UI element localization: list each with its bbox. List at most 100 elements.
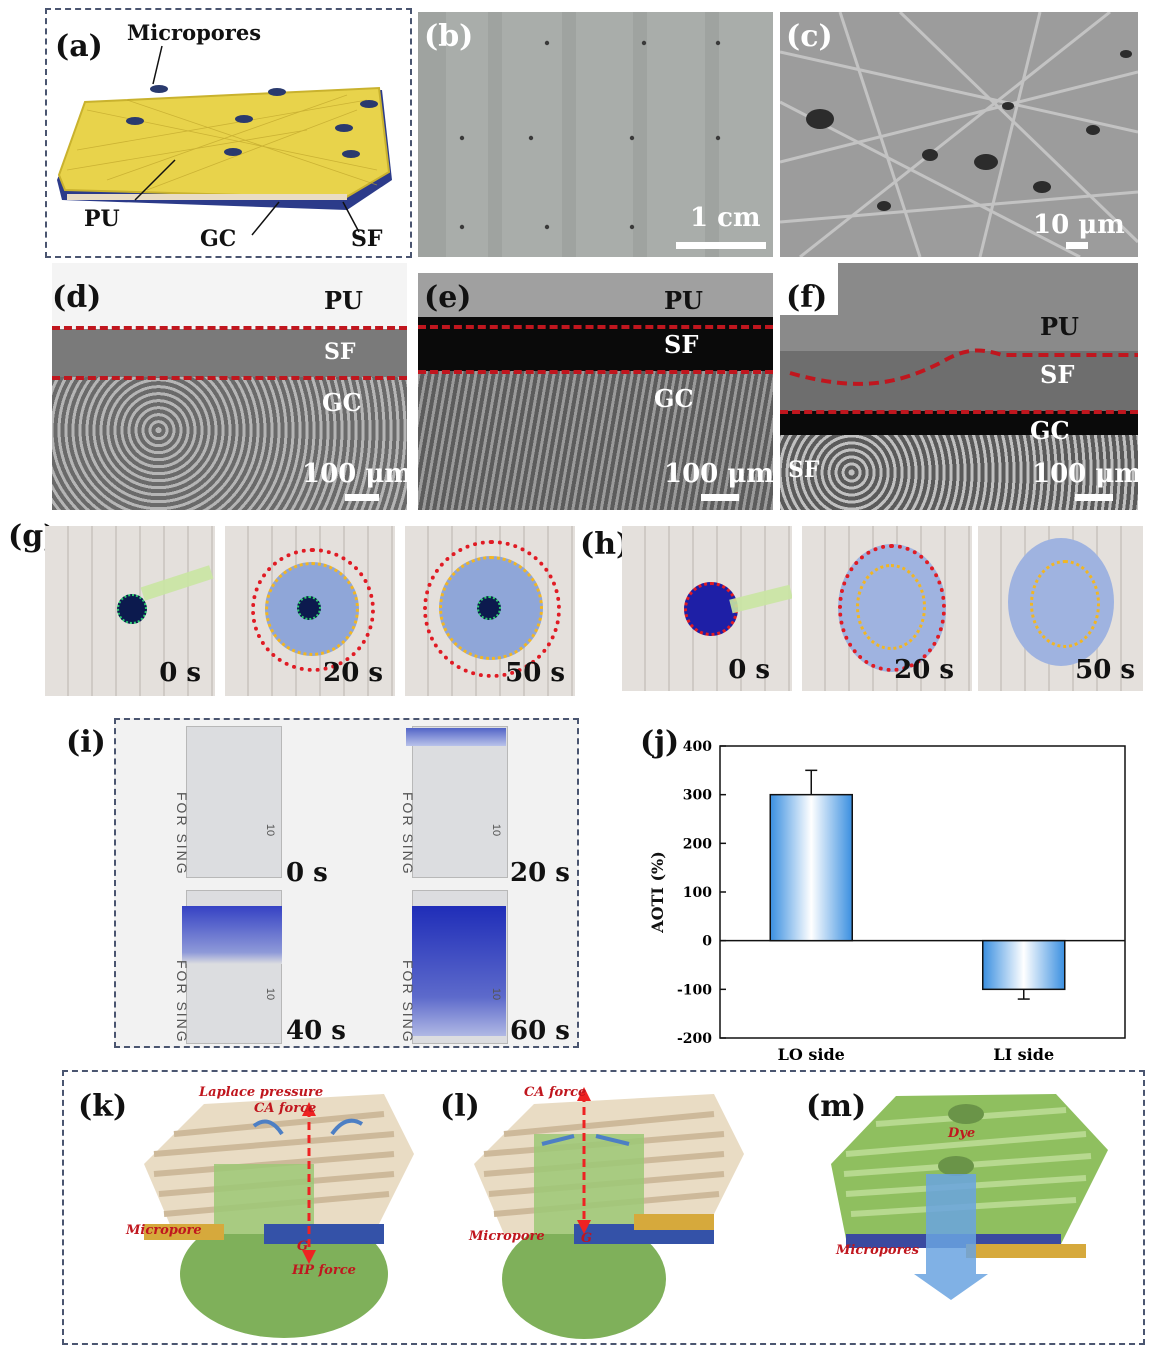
label-g-l: G <box>581 1231 593 1246</box>
dropper-g-0 <box>140 565 214 601</box>
panel-label-b: (b) <box>424 19 474 54</box>
panel-j: -200 -100 0 100 200 300 400 LO side LI side AOT… <box>595 718 1150 1068</box>
droplet-g-0 <box>117 594 147 624</box>
y-tick-label: -100 <box>677 982 712 998</box>
label-hp-force: HP force <box>292 1263 356 1278</box>
label-sf-e: SF <box>664 330 699 359</box>
sf-layer-d <box>52 329 407 377</box>
pu-layer-d <box>52 263 407 329</box>
outer-ring-g-50 <box>423 540 561 678</box>
x-tick-label: LI side <box>993 1045 1054 1064</box>
time-h-0: 0 s <box>728 655 770 685</box>
tube-num-0s: 10 <box>264 823 277 837</box>
scale-bar-d <box>345 494 379 501</box>
panel-h-0s: 0 s <box>622 526 792 691</box>
panel-g-0s: 0 s <box>45 526 215 696</box>
center-g-50 <box>477 596 501 620</box>
boundary-sf-gc-f <box>780 410 1138 414</box>
label-pu-e: PU <box>664 286 703 315</box>
tube-num-20s: 10 <box>490 823 503 837</box>
panel-c: (c) 10 μm <box>780 12 1138 257</box>
tube-0s <box>186 726 282 878</box>
mechanism-l <box>474 1087 744 1339</box>
tube-num-40s: 10 <box>264 987 277 1001</box>
label-sf-f: SF <box>1040 360 1075 389</box>
label-sf-d: SF <box>324 339 356 365</box>
panel-g-20s: 20 s <box>225 526 395 696</box>
panel-f: (f) PU SF GC SF 100 μm <box>780 263 1138 510</box>
panel-label-m: (m) <box>806 1089 867 1124</box>
label-laplace: Laplace pressure <box>199 1085 324 1100</box>
tube-text-0s: FOR SING <box>174 792 190 876</box>
panel-label-j: (j) <box>640 725 680 760</box>
dye-20s <box>406 728 506 746</box>
y-tick-label: 200 <box>683 836 712 852</box>
time-i-0: 0 s <box>286 858 328 888</box>
pu-layer-f <box>780 263 1138 351</box>
x-tick-label: LO side <box>778 1045 845 1064</box>
boundary-sf-gc-e <box>418 370 773 374</box>
label-micropores: Micropores <box>127 20 262 45</box>
dye-60s <box>412 906 506 1036</box>
label-gc-f: GC <box>1030 416 1070 445</box>
scale-text-b: 1 cm <box>690 203 761 233</box>
label-ca-force-l: CA force <box>524 1085 587 1100</box>
panel-label-a: (a) <box>55 29 103 64</box>
scale-text-d: 100 μm <box>302 459 407 489</box>
label-sf2-f: SF <box>788 457 820 483</box>
inner-ring-h-20 <box>856 564 926 650</box>
boundary-pu-sf-d <box>52 326 407 330</box>
tube-text-60s: FOR SING <box>400 960 416 1044</box>
boundary-sf-gc-d <box>52 376 407 380</box>
label-micropore-k: Micropore <box>126 1223 202 1238</box>
panel-e: (e) PU SF GC 100 μm <box>418 263 773 510</box>
panel-i: FOR SING FOR SING FOR SING FOR SING 10 1… <box>114 718 579 1048</box>
center-g-20 <box>297 596 321 620</box>
y-tick-label: 400 <box>683 739 712 755</box>
time-g-0: 0 s <box>159 658 201 688</box>
panel-label-f: (f) <box>786 280 828 315</box>
dye-40s <box>182 906 282 964</box>
time-g-20: 20 s <box>323 658 383 688</box>
scale-text-e: 100 μm <box>664 459 773 489</box>
panel-label-h: (h) <box>580 527 631 562</box>
outer-ring-g-20 <box>251 548 375 672</box>
panel-label-c: (c) <box>786 19 833 54</box>
scale-bar-f <box>1075 494 1113 501</box>
label-sf: SF <box>351 226 383 252</box>
scale-bar-e <box>701 494 739 501</box>
panel-label-d: (d) <box>52 280 102 315</box>
scale-bar-b <box>676 242 766 249</box>
tube-text-20s: FOR SING <box>400 792 416 876</box>
label-pu-f: PU <box>1040 312 1079 341</box>
label-micropores-m: Micropores <box>836 1243 919 1258</box>
panel-h-50s: 50 s <box>978 526 1143 691</box>
scale-text-f: 100 μm <box>1032 459 1138 489</box>
panel-a: (a) Micropores PU GC SF <box>45 8 412 258</box>
panel-g-50s: 50 s <box>405 526 575 696</box>
time-g-50: 50 s <box>505 658 565 688</box>
label-pu: PU <box>84 206 120 232</box>
label-gc: GC <box>200 226 237 252</box>
scale-bar-c <box>1066 242 1088 249</box>
pu-layer-e <box>418 263 773 317</box>
fiber-sem <box>780 12 1138 257</box>
time-i-60: 60 s <box>510 1016 570 1046</box>
y-tick-label: 300 <box>683 788 712 804</box>
inner-ring-h-50 <box>1030 560 1100 648</box>
scale-text-c: 10 μm <box>1033 210 1125 240</box>
label-dye: Dye <box>948 1126 976 1141</box>
label-micropore-l: Micropore <box>469 1229 545 1244</box>
time-i-40: 40 s <box>286 1016 346 1046</box>
panel-b: (b) 1 cm <box>418 12 773 257</box>
aoti-chart: -200 -100 0 100 200 300 400 LO side LI side AOT… <box>648 739 1126 1064</box>
gap-f <box>780 411 1138 435</box>
time-i-20: 20 s <box>510 858 570 888</box>
dropper-h-0 <box>729 584 792 614</box>
boundary-curve-f <box>789 348 1138 386</box>
panel-klm: (k) Laplace pressure CA force Micropore … <box>62 1070 1145 1345</box>
tube-num-60s: 10 <box>490 987 503 1001</box>
bar <box>982 939 1066 991</box>
y-tick-label: 100 <box>683 885 712 901</box>
fabric-photo <box>418 12 721 257</box>
